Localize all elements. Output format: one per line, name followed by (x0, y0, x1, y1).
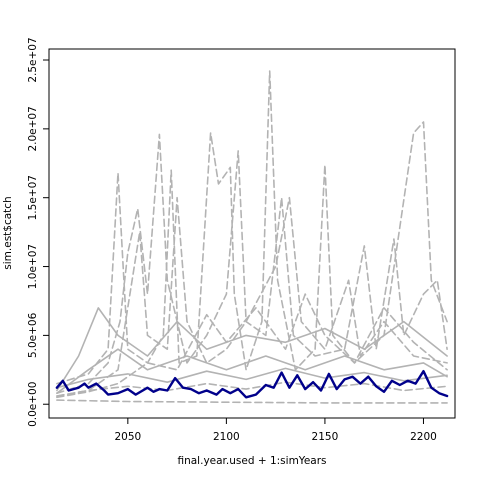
y-tick-label: 2.5e+07 (27, 37, 39, 82)
y-axis-title: sim.est$catch (2, 196, 14, 269)
plot-frame (48, 48, 456, 419)
simulation-line-1 (56, 70, 448, 385)
simulation-line-9 (56, 399, 448, 404)
highlight-series-line (55, 370, 449, 399)
x-tick-label: 2200 (410, 431, 437, 443)
simulation-line-7 (56, 367, 448, 389)
x-tick-label: 2100 (213, 431, 240, 443)
y-tick-label: 1.5e+07 (27, 175, 39, 220)
y-axis: 0.0e+00 5.0e+06 1.0e+07 1.5e+07 2.0e+07 2.5e+… (27, 37, 50, 427)
y-tick-label: 2.0e+07 (27, 106, 39, 151)
simulation-line-3 (56, 196, 448, 397)
y-tick-label: 5.0e+06 (27, 312, 39, 358)
x-tick-label: 2150 (312, 431, 339, 443)
simulation-line-2 (56, 133, 448, 394)
simulation-line-6 (56, 348, 448, 394)
simulation-line-4 (56, 293, 448, 399)
simulation-line-5 (56, 307, 448, 392)
x-axis-title: final.year.used + 1:simYears (177, 455, 326, 467)
y-tick-label: 0.0e+00 (27, 382, 39, 427)
x-axis: 2050 2100 2150 2200 (114, 417, 437, 443)
series-layer (56, 70, 448, 404)
highlight-layer (55, 370, 449, 399)
y-tick-label: 1.0e+07 (27, 244, 39, 289)
x-tick-label: 2050 (114, 431, 141, 443)
